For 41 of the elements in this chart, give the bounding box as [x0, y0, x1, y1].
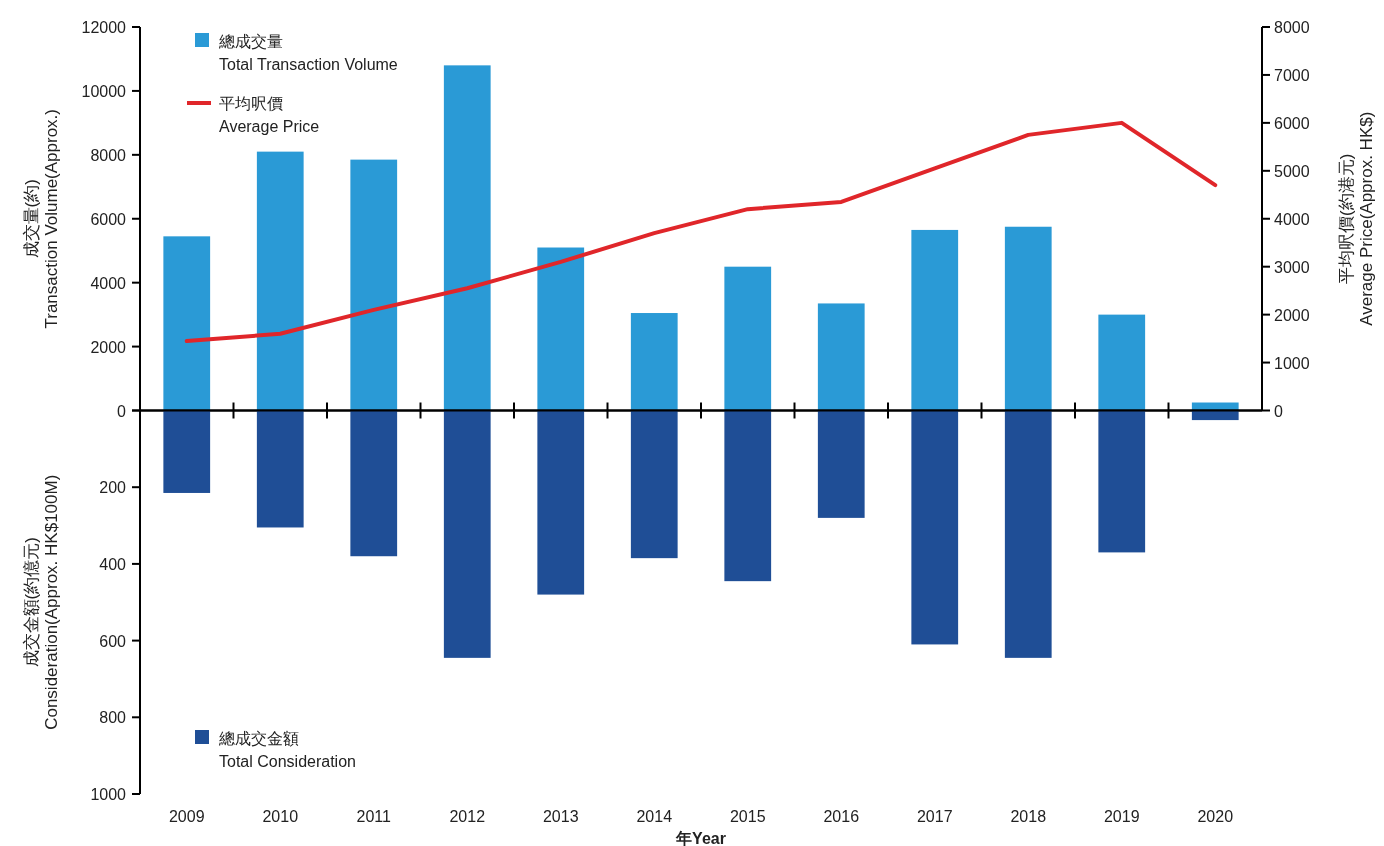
line-series — [184, 120, 1218, 343]
y2-tick-label: 5000 — [1274, 162, 1310, 180]
x-tick-label: 2009 — [168, 808, 205, 825]
y-tick-label: 6000 — [90, 210, 127, 228]
y2-tick-label: 7000 — [1274, 66, 1310, 84]
y2-axis-title: 平均呎價(約港元) Average Price(Approx. HK$) — [1337, 111, 1376, 326]
x-tick-label: 2012 — [449, 808, 486, 825]
legend: 總成交金額 Total Consideration — [195, 730, 356, 770]
y-tick-label: 1000 — [90, 786, 127, 803]
y-tick-label: 2000 — [90, 338, 127, 356]
legend-label: 平均呎價 Average Price — [219, 95, 320, 135]
y2-tick-label: 3000 — [1274, 258, 1310, 276]
y-tick-label: 400 — [99, 555, 127, 573]
x-tick-label: 2015 — [729, 808, 766, 825]
x-tick-label: 2020 — [1197, 808, 1234, 825]
y-axis-title: 成交量(約) Transaction Volume(Approx.) — [22, 108, 61, 329]
legend-label: 總成交量 Total Transaction Volume — [218, 33, 398, 73]
x-tick-label: 2013 — [542, 808, 579, 825]
y2-tick-label: 2000 — [1274, 306, 1310, 324]
y-tick-label: 200 — [99, 479, 127, 497]
y-tick-label: 800 — [99, 709, 127, 727]
y2-tick-label: 4000 — [1274, 210, 1310, 228]
x-tick-label: 2010 — [262, 808, 299, 825]
y-tick-label: 8000 — [90, 146, 127, 164]
x-tick-label: 2011 — [356, 808, 392, 825]
y-tick-label: 600 — [99, 632, 127, 650]
x-tick-label: 2018 — [1010, 808, 1047, 825]
y-tick-label: 12000 — [81, 19, 127, 36]
y-tick-label: 10000 — [81, 82, 127, 100]
y-tick-label: 4000 — [90, 274, 127, 292]
y-tick-label: 0 — [117, 402, 127, 420]
x-tick-label: 2014 — [636, 808, 673, 825]
y2-tick-label: 1000 — [1274, 354, 1310, 372]
x-tick-label: 2017 — [916, 808, 953, 825]
y2-tick-label: 6000 — [1274, 114, 1310, 132]
x-tick-label: 2019 — [1103, 808, 1140, 825]
x-axis-title: 年Year — [675, 830, 726, 846]
x-tick-label: 2016 — [823, 808, 860, 825]
y2-tick-label: 0 — [1274, 402, 1283, 420]
y2-tick-label: 8000 — [1274, 19, 1310, 36]
y-axis-title: 成交金額(約億元) Consideration(Approx. HK$100M) — [22, 474, 61, 730]
